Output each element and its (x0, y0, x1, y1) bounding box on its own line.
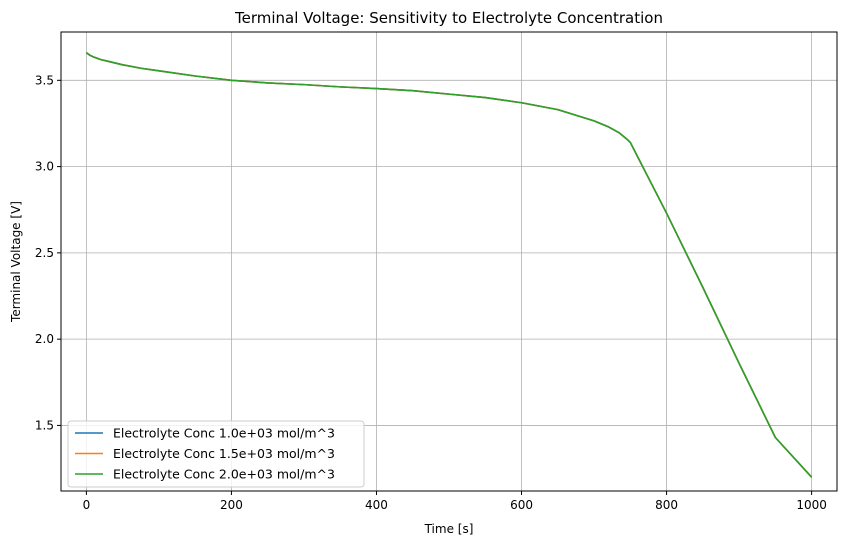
x-tick-label: 0 (83, 498, 91, 512)
y-tick-label: 2.0 (35, 332, 54, 346)
series-line-2 (85, 52, 813, 478)
x-tick-label: 200 (220, 498, 243, 512)
y-tick-label: 2.5 (35, 246, 54, 260)
y-tick-label: 1.5 (35, 418, 54, 432)
y-tick-label: 3.5 (35, 73, 54, 87)
y-axis: 1.5 2.0 2.5 3.0 3.5 (35, 73, 61, 432)
x-tick-label: 1000 (796, 498, 827, 512)
x-tick-label: 600 (510, 498, 533, 512)
chart-title: Terminal Voltage: Sensitivity to Electro… (234, 9, 663, 27)
y-axis-label: Terminal Voltage [V] (9, 201, 23, 323)
series-line-1 (85, 52, 813, 478)
legend-box (67, 420, 365, 488)
legend-label-1: Electrolyte Conc 1.0e+03 mol/m^3 (113, 426, 335, 441)
legend: Electrolyte Conc 1.0e+03 mol/m^3 Electrol… (67, 420, 365, 488)
x-axis: 0 200 400 600 800 1000 (83, 491, 827, 512)
plot-frame (60, 31, 838, 492)
x-tick-label: 800 (655, 498, 678, 512)
series-line-3 (85, 52, 813, 478)
x-tick-label: 400 (365, 498, 388, 512)
legend-label-2: Electrolyte Conc 1.5e+03 mol/m^3 (113, 446, 335, 461)
series-lines (85, 52, 813, 478)
legend-label-3: Electrolyte Conc 2.0e+03 mol/m^3 (113, 467, 335, 482)
x-axis-label: Time [s] (424, 522, 474, 536)
y-tick-label: 3.0 (35, 160, 54, 174)
